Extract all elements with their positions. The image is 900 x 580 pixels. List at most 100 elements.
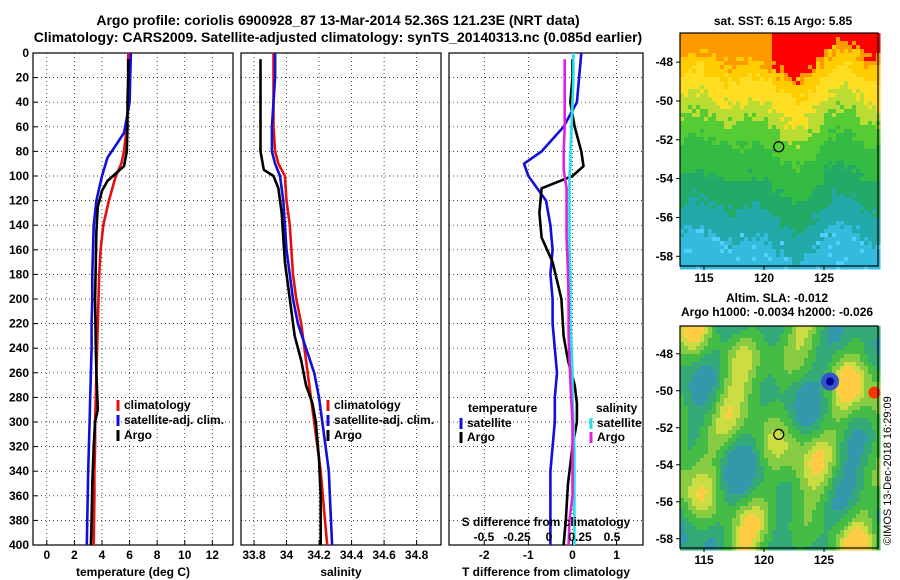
- map-cell: [752, 145, 757, 150]
- map-cell: [680, 137, 685, 142]
- map-cell: [720, 410, 725, 415]
- map-cell: [820, 125, 825, 130]
- map-cell: [784, 406, 789, 411]
- map-cell: [748, 418, 753, 423]
- map-cell: [788, 390, 793, 395]
- legend-label: climatology: [334, 398, 401, 412]
- map-cell: [804, 257, 809, 262]
- map-cell: [764, 450, 769, 455]
- map-cell: [696, 45, 701, 50]
- map-cell: [792, 265, 797, 270]
- map-cell: [772, 133, 777, 138]
- map-cell: [700, 129, 705, 134]
- map-cell: [856, 205, 861, 210]
- map-cell: [780, 45, 785, 50]
- map-cell: [852, 153, 857, 158]
- map-cell: [812, 342, 817, 347]
- map-cell: [760, 237, 765, 242]
- map-cell: [808, 189, 813, 194]
- map-cell: [708, 458, 713, 463]
- map-cell: [692, 41, 697, 46]
- map-cell: [744, 334, 749, 339]
- map-cell: [684, 69, 689, 74]
- map-cell: [784, 97, 789, 102]
- map-cell: [744, 261, 749, 266]
- map-cell: [712, 237, 717, 242]
- map-cell: [680, 265, 685, 270]
- map-cell: [792, 81, 797, 86]
- map-cell: [704, 121, 709, 126]
- map-cell: [776, 229, 781, 234]
- map-cell: [752, 466, 757, 471]
- map-cell: [752, 137, 757, 142]
- map-cell: [852, 354, 857, 359]
- map-cell: [704, 406, 709, 411]
- map-cell: [820, 350, 825, 355]
- map-cell: [692, 129, 697, 134]
- map-cell: [832, 402, 837, 407]
- map-cell: [740, 342, 745, 347]
- map-cell: [724, 101, 729, 106]
- map-cell: [808, 121, 813, 126]
- map-cell: [832, 121, 837, 126]
- map-cell: [712, 89, 717, 94]
- map-cell: [680, 454, 685, 459]
- map-cell: [684, 205, 689, 210]
- map-cell: [744, 358, 749, 363]
- map-cell: [788, 382, 793, 387]
- map-cell: [680, 45, 685, 50]
- map-cell: [728, 73, 733, 78]
- map-cell: [784, 261, 789, 266]
- map-cell: [840, 334, 845, 339]
- map-cell: [860, 253, 865, 258]
- map-cell: [784, 237, 789, 242]
- map-cell: [768, 153, 773, 158]
- map-cell: [872, 117, 877, 122]
- map-cell: [800, 330, 805, 335]
- map-cell: [732, 458, 737, 463]
- map-cell: [752, 354, 757, 359]
- map-cell: [760, 462, 765, 467]
- map-cell: [704, 185, 709, 190]
- map-cell: [684, 213, 689, 218]
- map-cell: [768, 125, 773, 130]
- map-cell: [776, 233, 781, 238]
- map-cell: [840, 422, 845, 427]
- map-cell: [768, 141, 773, 146]
- map-cell: [716, 422, 721, 427]
- map-cell: [692, 265, 697, 270]
- map-cell: [844, 398, 849, 403]
- map-cell: [808, 241, 813, 246]
- map-cell: [716, 197, 721, 202]
- map-cell: [752, 426, 757, 431]
- map-cell: [748, 41, 753, 46]
- map-cell: [708, 261, 713, 266]
- map-cell: [844, 225, 849, 230]
- map-cell: [724, 378, 729, 383]
- map-cell: [872, 41, 877, 46]
- map-cell: [760, 382, 765, 387]
- map-cell: [852, 398, 857, 403]
- map-cell: [844, 125, 849, 130]
- map-cell: [820, 141, 825, 146]
- map-cell: [844, 221, 849, 226]
- map-cell: [824, 97, 829, 102]
- map-cell: [696, 161, 701, 166]
- map-cell: [836, 330, 841, 335]
- map-cell: [832, 185, 837, 190]
- map-cell: [800, 53, 805, 58]
- map-cell: [740, 394, 745, 399]
- map-cell: [720, 386, 725, 391]
- map-cell: [776, 430, 781, 435]
- map-cell: [844, 422, 849, 427]
- map-cell: [688, 93, 693, 98]
- map-cell: [816, 89, 821, 94]
- map-cell: [764, 125, 769, 130]
- map-cell: [860, 57, 865, 62]
- map-cell: [684, 334, 689, 339]
- map-cell: [696, 406, 701, 411]
- map-cell: [712, 69, 717, 74]
- map-cell: [756, 237, 761, 242]
- map-cell: [736, 422, 741, 427]
- map-cell: [804, 81, 809, 86]
